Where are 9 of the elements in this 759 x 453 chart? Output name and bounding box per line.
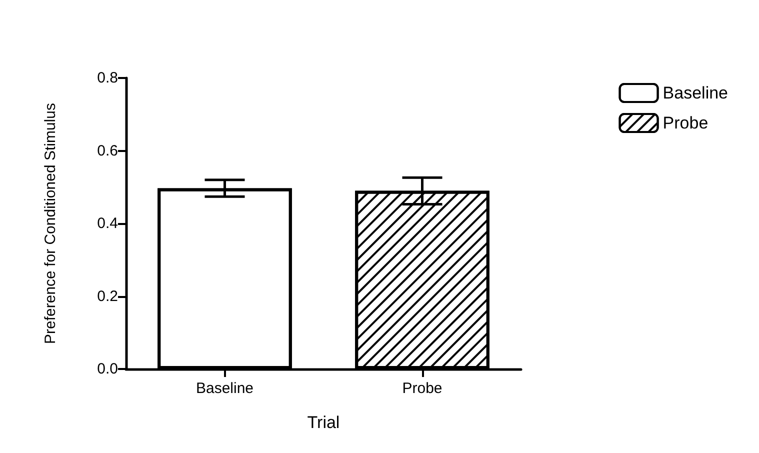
legend-label: Baseline — [662, 84, 728, 102]
y-axis-title: Preference for Conditioned Stimulus — [42, 103, 59, 344]
legend-label: Probe — [662, 114, 708, 132]
y-tick-label: 0.8 — [97, 70, 118, 86]
y-tick-label: 0.4 — [97, 215, 118, 232]
y-tick-label: 0.2 — [97, 288, 118, 305]
y-tick-label: 0.0 — [97, 360, 118, 378]
y-tick-label: 0.6 — [97, 142, 118, 160]
x-axis-title: Trial — [307, 413, 340, 432]
